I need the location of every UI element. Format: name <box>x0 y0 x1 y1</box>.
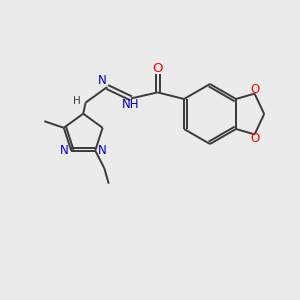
Text: N: N <box>60 143 69 157</box>
Text: N: N <box>98 143 106 157</box>
Text: H: H <box>73 96 80 106</box>
Text: O: O <box>152 62 163 75</box>
Text: NH: NH <box>122 98 140 112</box>
Text: N: N <box>98 74 107 88</box>
Text: O: O <box>250 83 260 96</box>
Text: O: O <box>250 132 260 145</box>
